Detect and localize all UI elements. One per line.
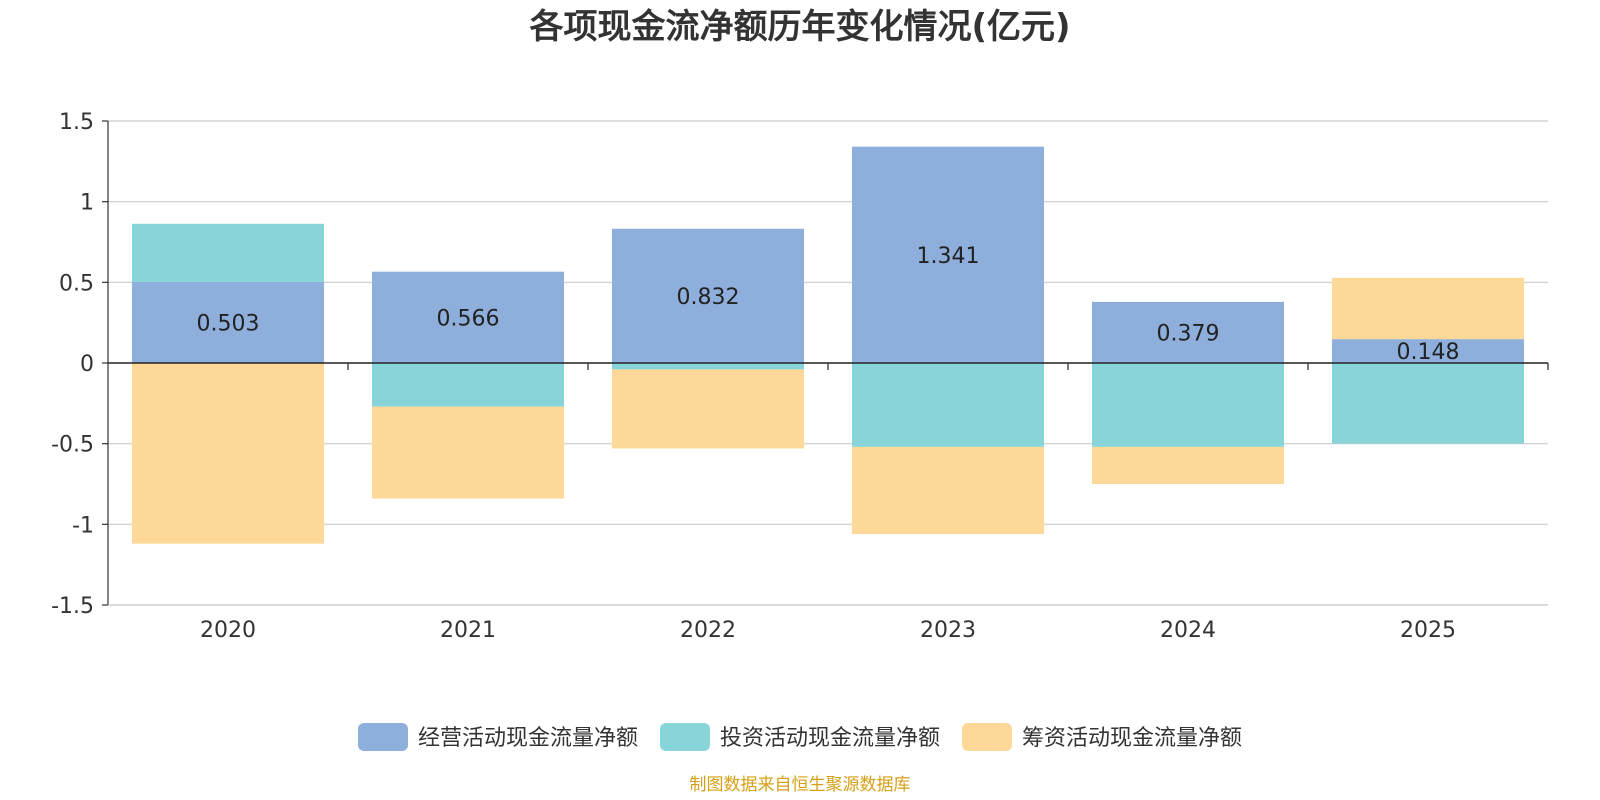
- bar-2023-series-0: [852, 146, 1044, 363]
- bar-2025-series-0: [1332, 339, 1524, 363]
- legend[interactable]: 经营活动现金流量净额 投资活动现金流量净额 筹资活动现金流量净额: [358, 723, 1242, 751]
- y-tick-label: -1: [72, 513, 94, 538]
- chart-title: 各项现金流净额历年变化情况(亿元): [529, 7, 1070, 47]
- bar-2024-series-1: [1092, 363, 1284, 447]
- legend-item-0[interactable]: 经营活动现金流量净额: [358, 723, 638, 751]
- bar-2021-series-2: [372, 406, 564, 499]
- y-tick-label: 1: [80, 191, 94, 216]
- data-label-2024: 0.379: [1157, 321, 1220, 346]
- x-tick-label-2025: 2025: [1400, 618, 1456, 643]
- source-note: 制图数据来自恒生聚源数据库: [690, 775, 911, 795]
- legend-item-2[interactable]: 筹资活动现金流量净额: [962, 723, 1242, 751]
- bar-2023-series-2: [852, 446, 1044, 535]
- bar-2021-series-1: [372, 363, 564, 407]
- y-tick-label: 1.5: [59, 110, 94, 135]
- y-tick-label: 0.5: [59, 271, 94, 296]
- bar-2020-series-0: [132, 281, 324, 363]
- bar-2024-series-0: [1092, 301, 1284, 363]
- bar-2025-series-1: [1332, 363, 1524, 444]
- data-label-2021: 0.566: [437, 306, 500, 331]
- legend-swatch[interactable]: [660, 723, 710, 751]
- x-tick-label-2022: 2022: [680, 618, 736, 643]
- legend-label[interactable]: 筹资活动现金流量净额: [1022, 726, 1242, 751]
- x-tick-label-2023: 2023: [920, 618, 976, 643]
- legend-swatch[interactable]: [962, 723, 1012, 751]
- bar-2022-series-1: [612, 363, 804, 370]
- bar-2022-series-0: [612, 228, 804, 363]
- x-tick-label-2020: 2020: [200, 618, 256, 643]
- legend-label[interactable]: 投资活动现金流量净额: [720, 726, 940, 751]
- y-tick-label: -1.5: [51, 594, 94, 619]
- x-tick-label-2024: 2024: [1160, 618, 1216, 643]
- bar-2021-series-0: [372, 271, 564, 363]
- legend-swatch[interactable]: [358, 723, 408, 751]
- x-axis-ticks: 2020 2021 2022 2023 2024 2025: [200, 618, 1456, 643]
- y-axis-ticks: 1.5 1 0.5 0 -0.5 -1 -1.5: [51, 110, 108, 619]
- data-label-2023: 1.341: [917, 244, 980, 269]
- y-tick-label: -0.5: [51, 433, 94, 458]
- bar-2024-series-2: [1092, 446, 1284, 484]
- y-tick-label: 0: [80, 352, 94, 377]
- bar-2023-series-1: [852, 363, 1044, 447]
- data-label-2022: 0.832: [677, 285, 740, 310]
- bar-2020-series-2: [132, 363, 324, 544]
- bar-2020-series-1: [132, 223, 324, 282]
- legend-item-1[interactable]: 投资活动现金流量净额: [660, 723, 940, 751]
- bar-2022-series-2: [612, 369, 804, 449]
- data-labels: 0.503 0.566 0.832 1.341 0.379 0.148: [197, 244, 1460, 365]
- data-label-2020: 0.503: [197, 311, 260, 336]
- bar-2025-series-2: [1332, 277, 1524, 340]
- x-tick-label-2021: 2021: [440, 618, 496, 643]
- legend-label[interactable]: 经营活动现金流量净额: [418, 726, 638, 751]
- data-label-2025: 0.148: [1397, 340, 1460, 365]
- bars: [132, 146, 1524, 544]
